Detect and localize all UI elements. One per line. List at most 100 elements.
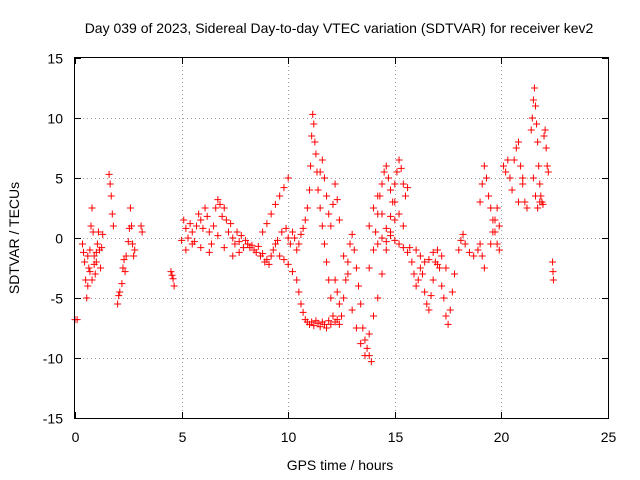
data-point bbox=[527, 126, 535, 134]
data-point bbox=[335, 216, 343, 224]
data-point bbox=[397, 164, 405, 172]
data-point bbox=[87, 222, 95, 230]
data-point bbox=[98, 244, 106, 252]
data-point bbox=[395, 156, 403, 164]
data-point bbox=[130, 252, 138, 260]
data-point bbox=[82, 276, 90, 284]
data-point bbox=[495, 246, 503, 254]
data-point bbox=[478, 180, 486, 188]
data-point bbox=[438, 282, 446, 290]
data-point bbox=[528, 114, 536, 122]
data-point bbox=[369, 312, 377, 320]
y-tick-label: 10 bbox=[47, 111, 63, 127]
data-point bbox=[401, 192, 409, 200]
data-point bbox=[474, 246, 482, 254]
data-point bbox=[369, 246, 377, 254]
data-point bbox=[116, 288, 124, 296]
data-point bbox=[80, 248, 88, 256]
data-point bbox=[327, 320, 335, 328]
data-point bbox=[459, 230, 467, 238]
data-point bbox=[333, 288, 341, 296]
data-point bbox=[327, 222, 335, 230]
data-point bbox=[99, 230, 107, 238]
data-point bbox=[320, 174, 328, 182]
data-point bbox=[493, 240, 501, 248]
data-point bbox=[314, 319, 322, 327]
data-point bbox=[122, 252, 130, 260]
data-point bbox=[530, 84, 538, 92]
data-point bbox=[124, 238, 132, 246]
data-point bbox=[429, 276, 437, 284]
data-point bbox=[307, 162, 315, 170]
data-point bbox=[276, 192, 284, 200]
data-point bbox=[88, 204, 96, 212]
data-point bbox=[263, 220, 271, 228]
data-point bbox=[476, 240, 484, 248]
data-point bbox=[529, 174, 537, 182]
data-point bbox=[127, 222, 135, 230]
data-point bbox=[91, 270, 99, 278]
data-point bbox=[352, 264, 360, 272]
data-point bbox=[340, 294, 348, 302]
data-point bbox=[129, 240, 137, 248]
data-point bbox=[544, 168, 552, 176]
plot-frame bbox=[74, 57, 609, 419]
data-point bbox=[306, 186, 314, 194]
data-point bbox=[197, 216, 205, 224]
data-point bbox=[410, 270, 418, 278]
data-point bbox=[335, 300, 343, 308]
data-point bbox=[391, 236, 399, 244]
data-point bbox=[333, 316, 341, 324]
data-point bbox=[535, 162, 543, 170]
data-point bbox=[199, 224, 207, 232]
data-point bbox=[90, 252, 98, 260]
data-point bbox=[205, 228, 213, 236]
data-point bbox=[271, 200, 279, 208]
data-point bbox=[310, 120, 318, 128]
data-point bbox=[416, 252, 424, 260]
data-point bbox=[378, 180, 386, 188]
data-point bbox=[222, 216, 230, 224]
data-point bbox=[359, 324, 367, 332]
data-point bbox=[316, 204, 324, 212]
data-point bbox=[333, 196, 341, 204]
data-point bbox=[391, 180, 399, 188]
data-point bbox=[384, 174, 392, 182]
data-point bbox=[436, 264, 444, 272]
data-point bbox=[284, 174, 292, 182]
data-point bbox=[421, 288, 429, 296]
data-point bbox=[541, 126, 549, 134]
data-point bbox=[239, 244, 247, 252]
data-point bbox=[184, 234, 192, 242]
data-point bbox=[485, 192, 493, 200]
data-point bbox=[138, 228, 146, 236]
data-point bbox=[519, 180, 527, 188]
data-point bbox=[514, 138, 522, 146]
data-point bbox=[106, 180, 114, 188]
data-point bbox=[310, 322, 318, 330]
data-point bbox=[404, 248, 412, 256]
data-point bbox=[374, 192, 382, 200]
data-point bbox=[340, 252, 348, 260]
data-point bbox=[427, 292, 435, 300]
data-point bbox=[248, 241, 256, 249]
data-point bbox=[212, 204, 220, 212]
data-point bbox=[288, 268, 296, 276]
data-point bbox=[259, 250, 267, 258]
data-point bbox=[92, 248, 100, 256]
data-point bbox=[493, 204, 501, 212]
data-point bbox=[316, 323, 324, 331]
data-point bbox=[118, 280, 126, 288]
data-point bbox=[346, 240, 354, 248]
chart-title: Day 039 of 2023, Sidereal Day-to-day VTE… bbox=[85, 20, 594, 36]
data-point bbox=[399, 180, 407, 188]
data-point bbox=[107, 192, 115, 200]
data-point bbox=[532, 102, 540, 110]
data-point bbox=[365, 264, 373, 272]
data-point bbox=[361, 336, 369, 344]
data-point bbox=[391, 198, 399, 206]
data-point bbox=[338, 312, 345, 320]
data-point bbox=[440, 294, 448, 302]
data-point bbox=[457, 236, 465, 244]
